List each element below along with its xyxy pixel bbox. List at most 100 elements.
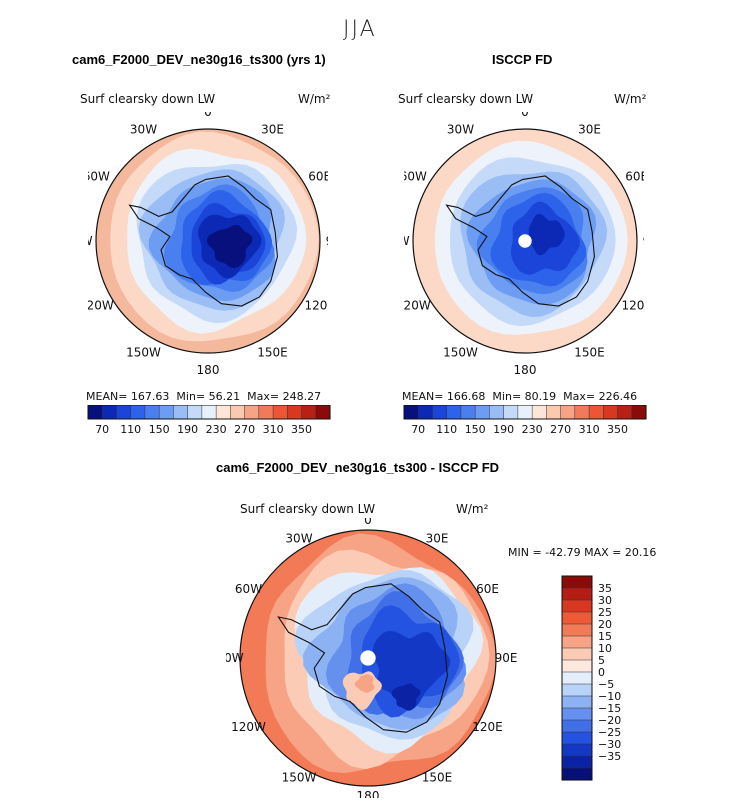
panel3-lon-label-60E: 60E [476,582,499,596]
panel2-lon-label-30E: 30E [578,122,601,136]
panel3-lon-label-90W: 90W [226,651,244,665]
panel2-lon-label-60E: 60E [625,170,644,184]
panel1-colorbar-box-5 [158,404,174,420]
panel3-colorbar-label-1: 30 [598,594,612,607]
panel1-colorbar-box-6 [173,404,189,420]
panel1-colorbar-box-4 [144,404,160,420]
panel1-lon-label-150E: 150E [257,346,288,360]
panel2-lon-label-180: 180 [514,363,537,377]
panel1-colorbar-label-190: 190 [177,423,198,436]
panel2-max-label: Max= [563,390,596,403]
panel3-colorbar-label-6: 5 [598,654,605,667]
panel2-colorbar-box-8 [517,404,533,420]
panel2-min-label: Min= [492,390,522,403]
panel2-lon-label-120W: 120W [404,299,431,313]
panel2-colorbar-box-3 [446,404,462,420]
panel2-colorbar-box-0 [403,404,419,420]
panel3-variable: Surf clearsky down LW [240,502,376,516]
panel3-colorbar-box-5 [561,635,593,649]
panel2-stats: MEAN= 166.68 Min= 80.19 Max= 226.46 [402,390,637,403]
panel3-colorbar-box-1 [561,587,593,601]
panel3-colorbar-box-12 [561,719,593,733]
panel2-colorbar-box-7 [503,404,519,420]
panel3-map: 0 30E 60E 90E 120E 150E 180 150W 120W 90W 60W 30W [216,513,518,803]
panel1-colorbar-box-7 [187,404,203,420]
panel1-lon-label-0: 0 [204,112,212,119]
panel3-colorbar-box-15 [561,755,593,769]
panel2-coastline [445,175,595,307]
panel1-colorbar-box-9 [215,404,231,420]
panel1-map: 0 30E 60E 90E 120E 150E 180 150W 120W 90W 60W 30W [65,105,348,382]
panel2-lon-label-150W: 150W [443,346,478,360]
panel2-colorbar-box-14 [603,404,619,420]
panel1-lon-label-120W: 120W [88,299,114,313]
panel1-colorbar-box-12 [258,404,274,420]
panel3-colorbar-label-4: 15 [598,630,612,643]
panel3-colorbar-box-4 [561,623,593,637]
panel2-colorbar-label-70: 70 [411,423,425,436]
panel3-colorbar-box-14 [561,743,593,757]
panel2-units: W/m² [614,92,647,106]
panel3-pole-hole [360,650,376,666]
panel3-colorbar-label-2: 25 [598,606,612,619]
panel3-colorbar-label-13: −30 [598,738,621,751]
panel1-colorbar: 70 110 150 190 230 270 310 350 [82,404,338,445]
panel1-lon-label-60W: 60W [88,170,110,184]
panel1-colorbar-box-1 [101,404,118,420]
panel2-colorbar-box-10 [546,404,562,420]
panel1-colorbar-label-150: 150 [149,423,170,436]
panel3-lon-label-120E: 120E [472,720,503,734]
panel2-pole-hole [518,234,532,248]
panel2-contour-fill-8 [528,213,565,256]
panel2-colorbar-box-2 [432,404,448,420]
season-title: JJA [343,17,377,42]
panel3-coastline [277,583,448,733]
panel3-lon-label-180: 180 [357,789,380,798]
panel1-lon-label-120E: 120E [304,299,328,313]
panel1-colorbar-box-0 [87,404,103,420]
panel1-units: W/m² [298,92,331,106]
panel3-colorbar-box-6 [561,647,593,661]
panel3-minmax: MIN = -42.79 MAX = 20.16 [508,546,657,559]
panel2-variable: Surf clearsky down LW [398,92,534,106]
panel3-lon-label-30W: 30W [285,532,312,546]
panel2-colorbar-box-16 [631,404,647,420]
panel1-colorbar-box-14 [287,404,303,420]
panel2-colorbar-box-9 [531,404,547,420]
panel3-lon-label-0: 0 [364,518,372,527]
panel3-colorbar-label-8: −5 [598,678,614,691]
panel2-lon-label-90W: 90W [404,234,410,248]
panel2-lon-label-90E: 90E [643,234,644,248]
panel3-map-border [239,529,497,787]
panel1-colorbar-box-16 [315,404,331,420]
panel2-colorbar: 70 110 150 190 230 270 310 350 [398,404,654,445]
panel1-colorbar-label-350: 350 [291,423,312,436]
panel1-colorbar-label-110: 110 [120,423,141,436]
panel2-colorbar-label-110: 110 [436,423,457,436]
panel3-colorbar-frame [561,575,593,781]
panel2-colorbar-box-5 [474,404,490,420]
panel3-colorbar-box-2 [561,599,593,613]
panel1-mean-label: MEAN= [86,390,128,403]
panel1-field-layers [96,129,320,353]
panel3-colorbar-box-7 [561,659,593,673]
panel2-lon-label-60W: 60W [404,170,427,184]
panel3-contour-fill-10 [391,683,421,711]
panel2-lon-label-120E: 120E [621,299,644,313]
panel2-map: 0 30E 60E 90E 120E 150E 180 150W 120W 90W 60W 30W [382,105,665,382]
panel2-lon-label-0: 0 [521,112,529,119]
panel1-lon-label-60E: 60E [308,170,328,184]
panel3-colorbar-box-13 [561,731,593,745]
panel1-min-label: Min= [176,390,206,403]
panel3-colorbar-label-12: −25 [598,726,621,739]
panel3-colorbar-label-3: 20 [598,618,612,631]
panel3-lon-label-120W: 120W [231,720,266,734]
panel1-max-label: Max= [247,390,280,403]
panel2-colorbar-box-13 [588,404,604,420]
panel1-lon-label-30E: 30E [261,122,284,136]
panel3-lon-label-60W: 60W [235,582,262,596]
panel1-lon-label-180: 180 [197,363,220,377]
panel1-colorbar-box-10 [230,404,246,420]
panel2-colorbar-label-190: 190 [493,423,514,436]
panel3-lon-label-90E: 90E [495,651,518,665]
